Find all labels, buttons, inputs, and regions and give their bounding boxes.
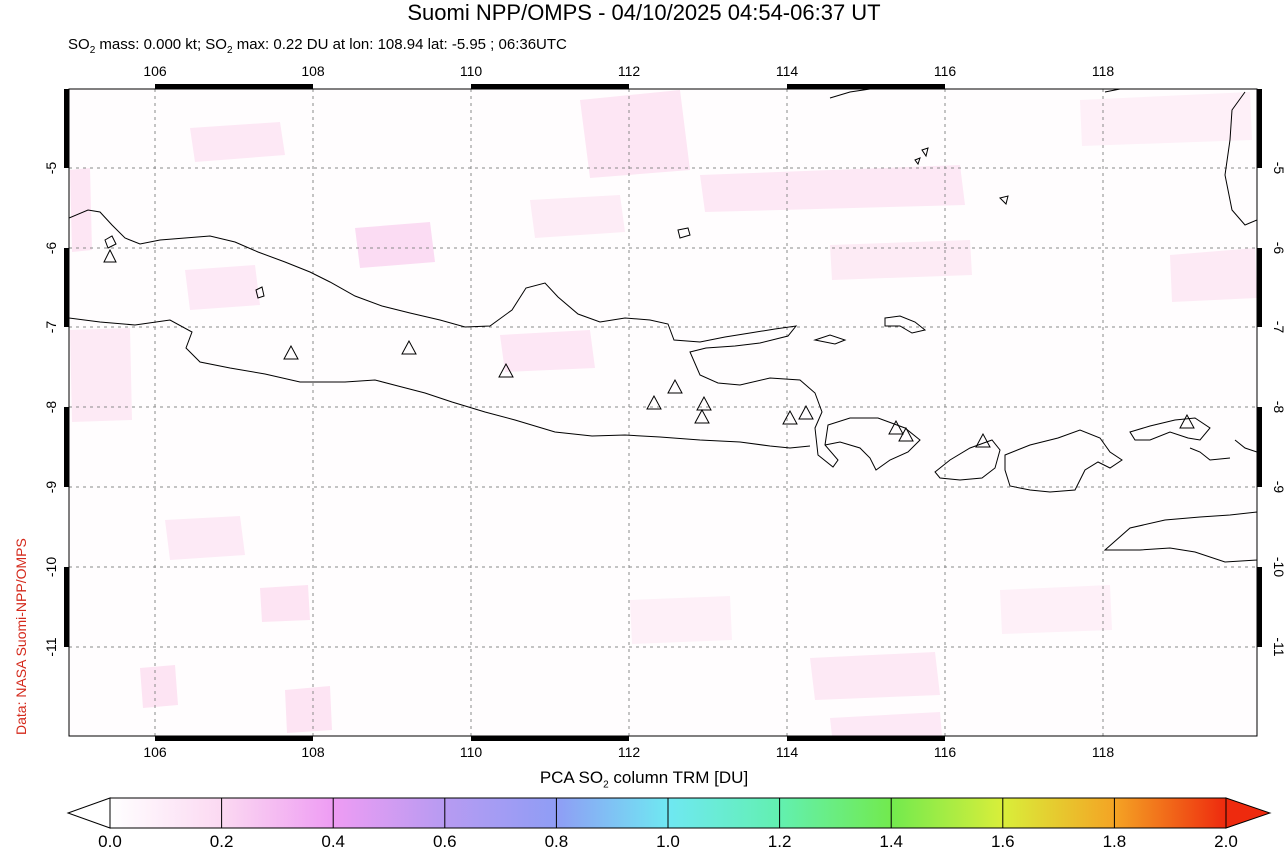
colorbar-tick-label: 1.2	[767, 832, 792, 851]
x-tick-label: 106	[143, 744, 167, 760]
y-tick-label: -8	[1271, 401, 1287, 414]
colorbar-tick-label: 2.0	[1214, 832, 1238, 851]
triangle-icon	[696, 395, 712, 411]
y-tick-label: -9	[1271, 481, 1287, 494]
triangle-icon	[498, 362, 514, 378]
triangle-icon	[975, 432, 991, 448]
x-tick-label: 118	[1092, 63, 1115, 79]
y-tick-label: -9	[43, 481, 59, 494]
colorbar-tick-label: 1.0	[656, 832, 680, 851]
y-tick-label: -6	[1271, 242, 1287, 255]
colorbar-label: PCA SO2 column TRM [DU]	[539, 768, 749, 791]
x-tick-labels-top: 106 108 110 112 114 116 118	[143, 63, 1114, 79]
colorbar-tick-label: 1.4	[879, 832, 904, 851]
y-tick-label: -10	[1271, 557, 1287, 577]
colorbar-tick-label: 0.6	[432, 832, 457, 851]
y-tick-label: -5	[43, 162, 59, 175]
volcano-markers	[103, 248, 1195, 448]
x-tick-label: 110	[460, 63, 483, 79]
triangle-icon	[283, 344, 299, 360]
colorbar-max-arrow	[1225, 797, 1272, 829]
y-tick-label: -5	[1271, 162, 1287, 175]
triangle-icon	[888, 419, 904, 435]
colorbar-tick-label: 1.6	[990, 832, 1015, 851]
x-tick-label: 116	[934, 63, 957, 79]
x-tick-label: 118	[1092, 744, 1115, 760]
x-tick-label: 108	[301, 744, 325, 760]
y-tick-label: -11	[1271, 637, 1287, 656]
y-tick-label: -7	[1271, 321, 1287, 334]
y-tick-labels-left: -5 -6 -7 -8 -9 -10 -11	[43, 162, 59, 657]
x-tick-label: 110	[460, 744, 483, 760]
colorbar-tick-label: 0.8	[544, 832, 569, 851]
triangle-icon	[401, 339, 417, 355]
x-tick-label: 112	[618, 744, 641, 760]
colorbar	[66, 797, 1272, 829]
x-tick-label: 114	[776, 63, 799, 79]
so2-summary: SO2 mass: 0.000 kt; SO2 max: 0.22 DU at …	[68, 36, 567, 56]
triangle-icon	[103, 248, 117, 263]
graticule	[69, 89, 1257, 736]
triangle-icon	[667, 378, 683, 394]
triangle-icon	[694, 408, 710, 424]
x-tick-label: 106	[143, 63, 167, 79]
y-tick-labels-right: -5 -6 -7 -8 -9 -10 -11	[1271, 162, 1287, 657]
triangle-icon	[782, 409, 798, 425]
y-tick-label: -6	[43, 242, 59, 255]
y-tick-label: -7	[43, 321, 59, 334]
map-title: Suomi NPP/OMPS - 04/10/2025 04:54-06:37 …	[407, 0, 881, 25]
map-frame	[64, 84, 1262, 741]
x-tick-label: 108	[301, 63, 325, 79]
colorbar-tick-label: 0.4	[321, 832, 346, 851]
x-tick-labels-bottom: 106 108 110 112 114 116 118	[143, 744, 1114, 760]
triangle-icon	[798, 404, 814, 420]
y-tick-label: -10	[43, 557, 59, 577]
y-tick-label: -8	[43, 401, 59, 414]
y-tick-label: -11	[43, 637, 59, 656]
coastlines	[69, 89, 1257, 563]
colorbar-min-arrow	[66, 797, 111, 829]
colorbar-tick-label: 0.2	[209, 832, 234, 851]
colorbar-tick-label: 1.8	[1102, 832, 1127, 851]
colorbar-tick-label: 0.0	[98, 832, 122, 851]
triangle-icon	[646, 394, 662, 410]
x-tick-label: 116	[934, 744, 957, 760]
x-tick-label: 112	[618, 63, 641, 79]
so2-pixels	[70, 90, 1257, 736]
triangle-icon	[898, 426, 914, 442]
x-tick-label: 114	[776, 744, 799, 760]
triangle-icon	[1179, 413, 1195, 429]
